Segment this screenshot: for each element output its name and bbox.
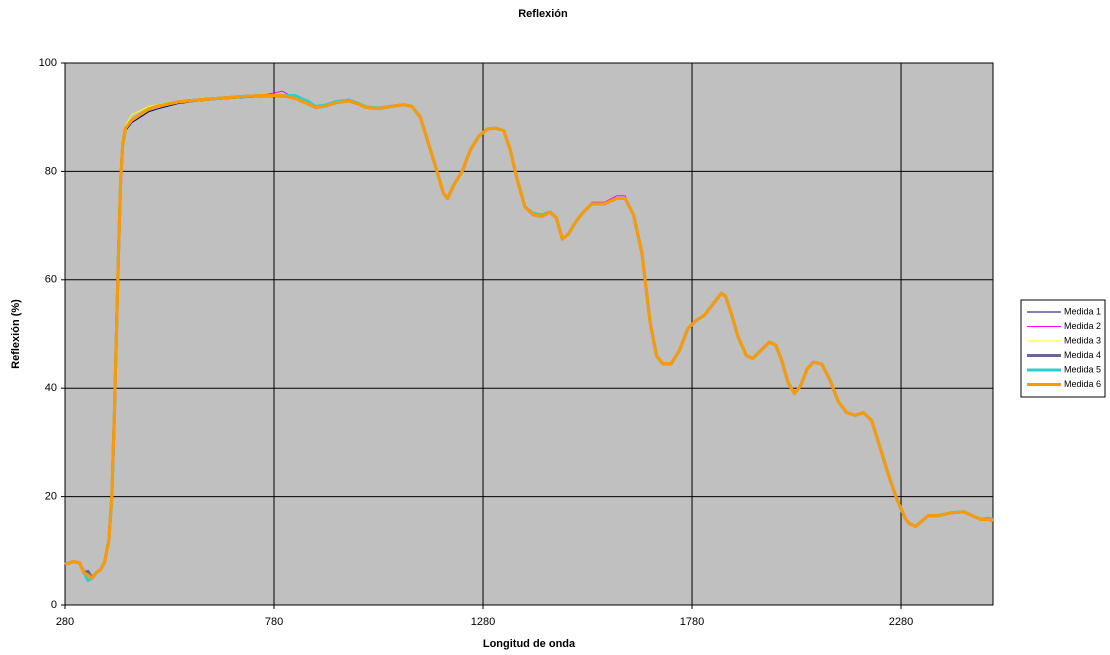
x-tick-label: 1780	[680, 616, 704, 628]
legend-label: Medida 2	[1064, 321, 1101, 331]
y-axis-label: Reflexión (%)	[10, 299, 22, 369]
x-tick-label: 280	[56, 616, 74, 628]
x-tick-label: 1280	[471, 616, 495, 628]
y-tick-label: 60	[45, 274, 57, 286]
legend-label: Medida 4	[1064, 350, 1101, 360]
x-tick-label: 2280	[889, 616, 913, 628]
x-axis-label: Longitud de onda	[483, 638, 576, 650]
plot-area	[65, 63, 993, 605]
plot-border	[64, 62, 994, 606]
legend-label: Medida 6	[1064, 379, 1101, 389]
y-tick-label: 0	[51, 599, 57, 611]
legend	[1020, 299, 1106, 398]
y-tick-label: 80	[45, 165, 57, 177]
x-tick-label: 780	[265, 616, 283, 628]
series-line	[64, 94, 994, 580]
legend-label: Medida 1	[1064, 306, 1101, 316]
legend-label: Medida 5	[1064, 364, 1101, 374]
y-tick-label: 20	[45, 491, 57, 503]
chart-title: Reflexión	[518, 8, 568, 20]
y-tick-label: 40	[45, 382, 57, 394]
y-tick-label: 100	[39, 57, 57, 69]
legend-label: Medida 3	[1064, 335, 1101, 345]
